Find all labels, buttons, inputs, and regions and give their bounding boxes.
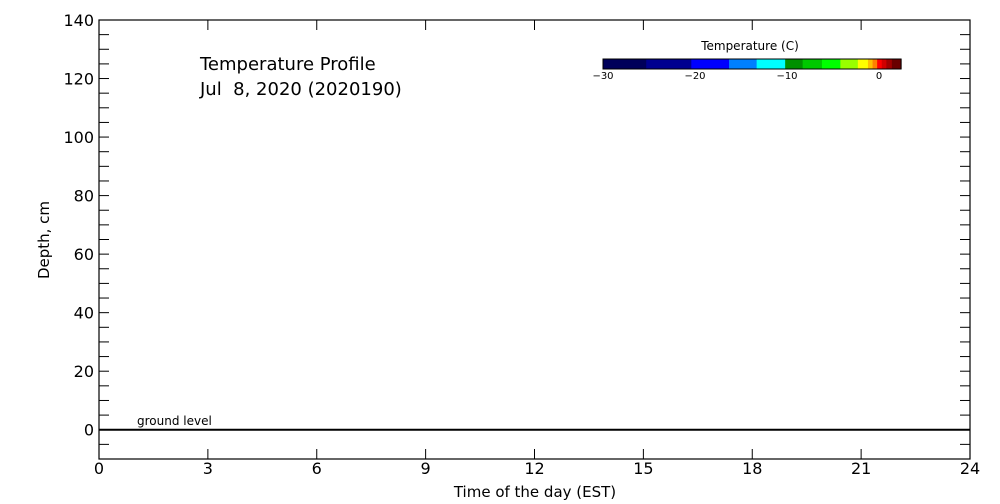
colorbar-segment — [756, 59, 786, 69]
colorbar-segment — [857, 59, 869, 69]
colorbar-segment — [867, 59, 874, 69]
x-tick-label: 21 — [851, 459, 871, 478]
y-tick-label: 60 — [74, 245, 94, 264]
x-axis-label: Time of the day (EST) — [453, 483, 616, 500]
colorbar-segment — [877, 59, 883, 69]
x-tick-label: 0 — [94, 459, 104, 478]
y-tick-label: 120 — [63, 70, 94, 89]
colorbar-tick-label: −20 — [684, 71, 705, 82]
x-tick-label: 12 — [524, 459, 544, 478]
colorbar-title: Temperature (C) — [700, 39, 799, 53]
colorbar-segment — [691, 59, 730, 69]
x-tick-label: 18 — [742, 459, 762, 478]
colorbar-segment — [840, 59, 859, 69]
y-tick-label: 0 — [84, 421, 94, 440]
colorbar-segment — [886, 59, 893, 69]
ground-level-label: ground level — [137, 414, 212, 428]
colorbar-tick-label: −10 — [776, 71, 797, 82]
y-axis-label: Depth, cm — [35, 201, 53, 279]
y-tick-label: 140 — [63, 11, 94, 30]
colorbar-segment — [881, 59, 887, 69]
colorbar-segment — [821, 59, 841, 69]
x-tick-label: 24 — [960, 459, 980, 478]
y-tick-label: 20 — [74, 362, 94, 381]
chart-subtitle: Jul 8, 2020 (2020190) — [199, 79, 402, 100]
colorbar-segment — [603, 59, 647, 69]
y-tick-label: 80 — [74, 187, 94, 206]
colorbar-segment — [872, 59, 878, 69]
colorbar-segment — [646, 59, 692, 69]
colorbar-frame — [602, 58, 902, 70]
colorbar-tick-label: 0 — [876, 71, 882, 82]
x-tick-label: 9 — [421, 459, 431, 478]
x-tick-label: 6 — [312, 459, 322, 478]
axes: 0 20 40 60 80 100 120 140 0 3 6 9 12 15 18 21 24 — [63, 11, 980, 478]
y-tick-label: 100 — [63, 128, 94, 147]
y-tick-label: 40 — [74, 304, 94, 323]
colorbar-segment — [785, 59, 804, 69]
x-tick-label: 15 — [633, 459, 653, 478]
colorbar: −30 −20 −10 0 — [592, 58, 902, 82]
chart-title: Temperature Profile — [199, 54, 376, 75]
colorbar-segment — [729, 59, 758, 69]
colorbar-segment — [891, 59, 902, 69]
x-tick-label: 3 — [203, 459, 213, 478]
colorbar-tick-label: −30 — [592, 71, 613, 82]
colorbar-segment — [802, 59, 823, 69]
